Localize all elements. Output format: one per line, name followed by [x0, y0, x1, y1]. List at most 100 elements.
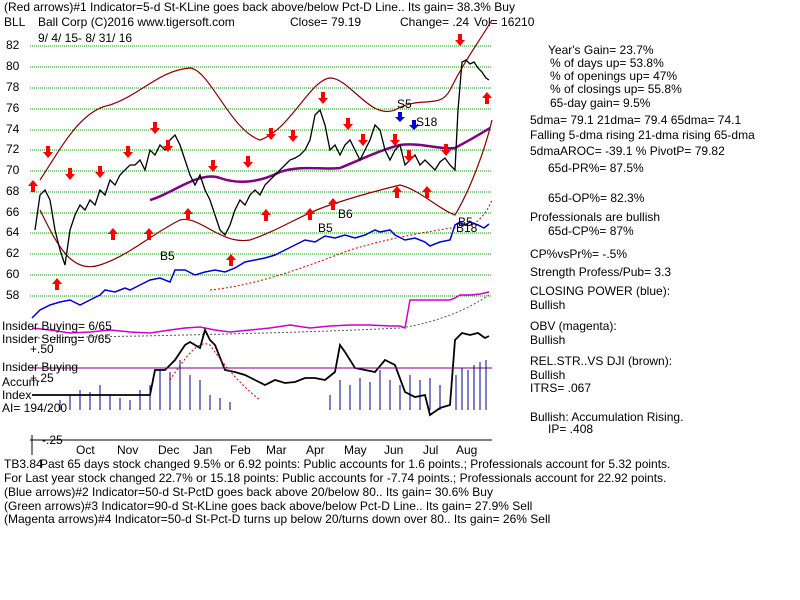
month-label: May [344, 443, 367, 457]
footer-line2: For Last year stock changed 22.7% or 15.… [4, 471, 667, 485]
month-label: Jul [423, 443, 439, 457]
cp65: 65d-CP%= 87% [548, 224, 634, 238]
buy-arrow [226, 254, 236, 266]
price-tick: 76 [6, 101, 20, 115]
label-b5: B5 [318, 221, 333, 235]
buy-arrow [482, 92, 492, 104]
price-line [34, 59, 490, 266]
buy-arrow [52, 278, 62, 290]
sell-arrow [208, 160, 218, 172]
dma-values: 5dma= 79.1 21dma= 79.4 65dma= 74.1 [530, 113, 742, 127]
month-label: Jun [384, 443, 404, 457]
label-b5: B5 [458, 215, 473, 229]
relstr-bullish: Bullish [530, 368, 566, 382]
sell-arrow [288, 130, 298, 142]
buy-arrow [422, 186, 432, 198]
footer-line3: (Blue arrows)#2 Indicator=50-d St-PctD g… [4, 485, 493, 499]
month-label: Mar [266, 443, 287, 457]
blue-arrow [409, 120, 419, 130]
op65: 65d-OP%= 82.3% [548, 191, 645, 205]
buy-arrow [392, 186, 402, 198]
buy-arrow [328, 198, 338, 210]
sell-arrow [150, 122, 160, 134]
ip-value: IP= .408 [548, 422, 594, 436]
signal-arrows [28, 34, 492, 290]
closing-power: CLOSING POWER (blue): [530, 284, 671, 298]
buy-arrow [144, 228, 154, 240]
lower-band [39, 119, 493, 268]
obv-label: OBV (magenta): [530, 319, 617, 333]
index-label: Index [2, 388, 32, 402]
price-tick: 60 [6, 267, 20, 281]
accum-dotted [169, 343, 261, 401]
upper-band [39, 19, 493, 181]
sell-arrow [95, 166, 105, 178]
price-tick: 62 [6, 246, 20, 260]
price-tick: 64 [6, 225, 20, 239]
plus-25: +.25 [30, 371, 54, 385]
sell-arrow [243, 156, 253, 168]
obv-bullish: Bullish [530, 333, 566, 347]
price-tick: 74 [6, 122, 20, 136]
price-tick: 72 [6, 142, 20, 156]
blue-arrow [395, 112, 405, 122]
sell-arrow [43, 146, 53, 158]
plus-50: +.50 [30, 342, 54, 356]
company-info: Ball Corp (C)2016 www.tigersoft.com [38, 15, 235, 29]
minus-25: -.25 [42, 433, 63, 447]
overlap-label: TB3.84 [4, 457, 43, 471]
month-label: Apr [306, 443, 325, 457]
month-label: Nov [117, 443, 139, 457]
price-tick: 58 [6, 288, 20, 302]
accum-rising: Bullish: Accumulation Rising. [530, 410, 684, 424]
label-s18: S18 [416, 115, 438, 129]
label-b5: B5 [160, 249, 175, 263]
month-label: Aug [456, 443, 478, 457]
sell-arrow [343, 118, 353, 130]
label-b6: B6 [338, 207, 353, 221]
price-tick: 70 [6, 163, 20, 177]
pr65: 65d-PR%= 87.5% [548, 161, 644, 175]
footer-line1: Past 65 days stock changed 9.5% or 6.92 … [40, 457, 671, 471]
obv-trend [29, 294, 490, 339]
insider-buying-label: Insider Buying [2, 360, 79, 374]
gain-65: 65-day gain= 9.5% [550, 96, 651, 110]
sell-arrow [65, 168, 75, 180]
buy-arrow [108, 228, 118, 240]
close-value: Close= 79.19 [290, 15, 362, 29]
moving-average [149, 126, 491, 202]
price-tick: 68 [6, 184, 20, 198]
sell-arrow [266, 128, 276, 140]
sell-arrow [455, 34, 465, 46]
label-s5: S5 [397, 97, 412, 111]
label-b18: B18 [456, 221, 478, 235]
month-label: Oct [76, 443, 95, 457]
footer-line4: (Green arrows)#3 Indicator=90-d St-KLine… [4, 499, 533, 513]
price-tick: 80 [6, 59, 20, 73]
relstr-line [32, 327, 490, 417]
date-range: 9/ 4/ 15- 8/ 31/ 16 [38, 31, 133, 45]
change-value: Change= .24 [400, 15, 470, 29]
sell-arrow [163, 140, 173, 152]
sell-arrow [318, 92, 328, 104]
footer-line5: (Magenta arrows)#4 Indicator=50-d St-Pct… [4, 512, 551, 526]
month-label: Feb [230, 443, 251, 457]
obv-line [31, 291, 490, 334]
price-tick: 82 [6, 38, 20, 52]
insider-selling: Insider Selling= 0/65 [2, 332, 112, 346]
years-gain: Year's Gain= 23.7% [548, 43, 654, 57]
cp-bullish: Bullish [530, 298, 566, 312]
sell-arrow [390, 134, 400, 146]
relstr-label: REL.STR..VS DJI (brown): [530, 354, 673, 368]
buy-arrow [261, 209, 271, 221]
buy-arrow [183, 208, 193, 220]
strength: Strength Profess/Pub= 3.3 [530, 265, 672, 279]
sell-arrow [441, 144, 451, 156]
price-tick: 78 [6, 80, 20, 94]
openings-up: % of openings up= 47% [550, 69, 678, 83]
month-label: Dec [158, 443, 180, 457]
itrs: ITRS= .067 [530, 381, 592, 395]
insider-buying: Insider Buying= 6/65 [2, 319, 112, 333]
ai-value: AI= 194/200 [2, 401, 68, 415]
cpvspr: CP%vsPr%= -.5% [530, 247, 628, 261]
